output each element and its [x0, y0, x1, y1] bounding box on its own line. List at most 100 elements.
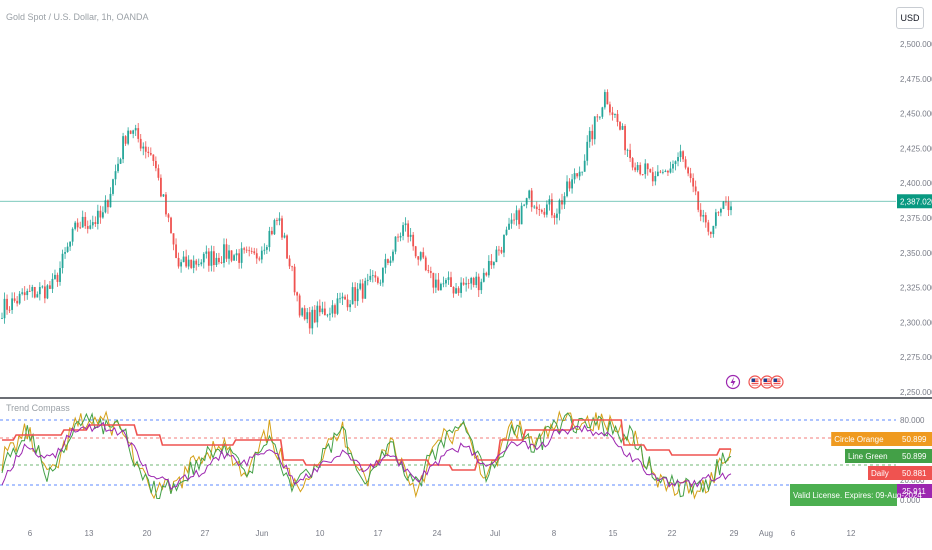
- candle-body: [235, 253, 238, 256]
- candle-body: [402, 225, 404, 236]
- candle-body: [424, 257, 427, 271]
- badge-value-bg: [897, 466, 932, 480]
- candle-body: [142, 146, 145, 149]
- candle-body: [503, 234, 505, 253]
- candle-body: [475, 276, 478, 285]
- candle-body: [175, 244, 177, 258]
- candle-body: [366, 279, 369, 281]
- badge-value-bg: [897, 449, 932, 463]
- candle-body: [147, 151, 150, 153]
- candle-body: [596, 116, 599, 118]
- price-axis[interactable]: 2,500.000 2,475.000 2,450.000 2,425.000 2,40…: [0, 40, 932, 397]
- candle-body: [69, 241, 72, 247]
- candle-body: [578, 171, 581, 177]
- time-tick-label: Jun: [256, 529, 269, 538]
- candle-body: [207, 251, 210, 266]
- candle-body: [134, 128, 137, 131]
- candle-body: [583, 160, 586, 172]
- candle-body: [245, 249, 248, 251]
- candle-body: [455, 288, 457, 294]
- candle-body: [649, 169, 652, 173]
- us-flag-icon[interactable]: [748, 375, 762, 389]
- candle-body: [379, 282, 382, 284]
- candle-body: [321, 308, 324, 313]
- time-tick-label: 17: [374, 529, 383, 538]
- candle-body: [445, 279, 447, 284]
- candle-body: [316, 305, 319, 323]
- candle-body: [591, 130, 594, 140]
- candle-body: [341, 296, 344, 299]
- candle-body: [28, 290, 31, 292]
- candle-body: [702, 215, 705, 217]
- indicator-value-badges: Circle Orange 50.899 Line Green 50.899 Daily…: [790, 432, 932, 506]
- price-tick-label: 2,325.000: [900, 284, 932, 293]
- candle-body: [495, 249, 498, 263]
- candle-body: [114, 171, 117, 180]
- candle-body: [21, 292, 24, 294]
- candle-body: [558, 200, 561, 214]
- candle-body: [187, 259, 190, 267]
- candle-body: [43, 286, 46, 299]
- candle-body: [223, 244, 225, 263]
- lightning-icon[interactable]: [725, 374, 741, 390]
- currency-button[interactable]: USD: [896, 7, 924, 29]
- time-axis[interactable]: 6 13 20 27 Jun 10 17 24 Jul 8 15 22 29 Aug 6 12: [28, 529, 856, 538]
- license-banner: [790, 484, 897, 506]
- candle-body: [248, 250, 251, 252]
- candle-body: [268, 230, 271, 248]
- candle-body: [329, 313, 331, 315]
- candle-body: [278, 218, 281, 221]
- time-tick-label: 27: [201, 529, 210, 538]
- candle-body: [399, 235, 402, 238]
- candle-body: [16, 300, 19, 304]
- event-markers[interactable]: [725, 374, 784, 390]
- candle-body: [167, 214, 170, 218]
- candle-body: [593, 116, 596, 140]
- candle-body: [669, 168, 672, 173]
- badge-label-bg: [831, 432, 897, 446]
- candle-body: [91, 222, 94, 226]
- candle-body: [129, 130, 132, 134]
- badge-label-bg: [868, 466, 897, 480]
- candle-body: [228, 250, 230, 259]
- candle-body: [409, 234, 412, 237]
- candle-body: [351, 287, 354, 305]
- candle-body: [654, 175, 657, 182]
- candle-body: [177, 257, 180, 267]
- candle-body: [215, 257, 218, 266]
- candle-body: [462, 282, 465, 285]
- license-text: Valid License. Expires: 09-Aug-2024: [793, 491, 922, 500]
- badge-value: 50.881: [902, 469, 927, 478]
- candle-body: [376, 277, 379, 283]
- time-tick-label: Jul: [490, 529, 500, 538]
- candle-body: [551, 199, 553, 216]
- candle-body: [298, 295, 301, 316]
- price-tick-label: 2,300.000: [900, 318, 932, 327]
- candle-body: [74, 222, 77, 229]
- candle-body: [94, 222, 97, 224]
- candle-body: [281, 218, 283, 238]
- us-flag-icon[interactable]: [770, 375, 784, 389]
- candle-body: [717, 212, 720, 214]
- candle-body: [490, 260, 493, 266]
- candle-body: [323, 308, 326, 316]
- badge-value-bg: [897, 484, 932, 498]
- candle-body: [616, 113, 619, 122]
- time-tick-label: 24: [433, 529, 442, 538]
- candle-body: [672, 163, 674, 169]
- badge-label: Line Green: [848, 452, 888, 461]
- candle-body: [520, 205, 523, 225]
- candle-body: [109, 193, 112, 208]
- price-tick-label: 2,375.000: [900, 214, 932, 223]
- candle-body: [553, 215, 556, 218]
- candle-body: [182, 256, 185, 263]
- candle-body: [273, 220, 276, 235]
- candle-body: [190, 259, 193, 268]
- candle-body: [563, 196, 566, 205]
- candlestick-series: [1, 89, 732, 335]
- candle-body: [437, 279, 440, 291]
- candle-body: [197, 264, 200, 266]
- candle-body: [301, 308, 304, 316]
- candle-body: [271, 230, 273, 235]
